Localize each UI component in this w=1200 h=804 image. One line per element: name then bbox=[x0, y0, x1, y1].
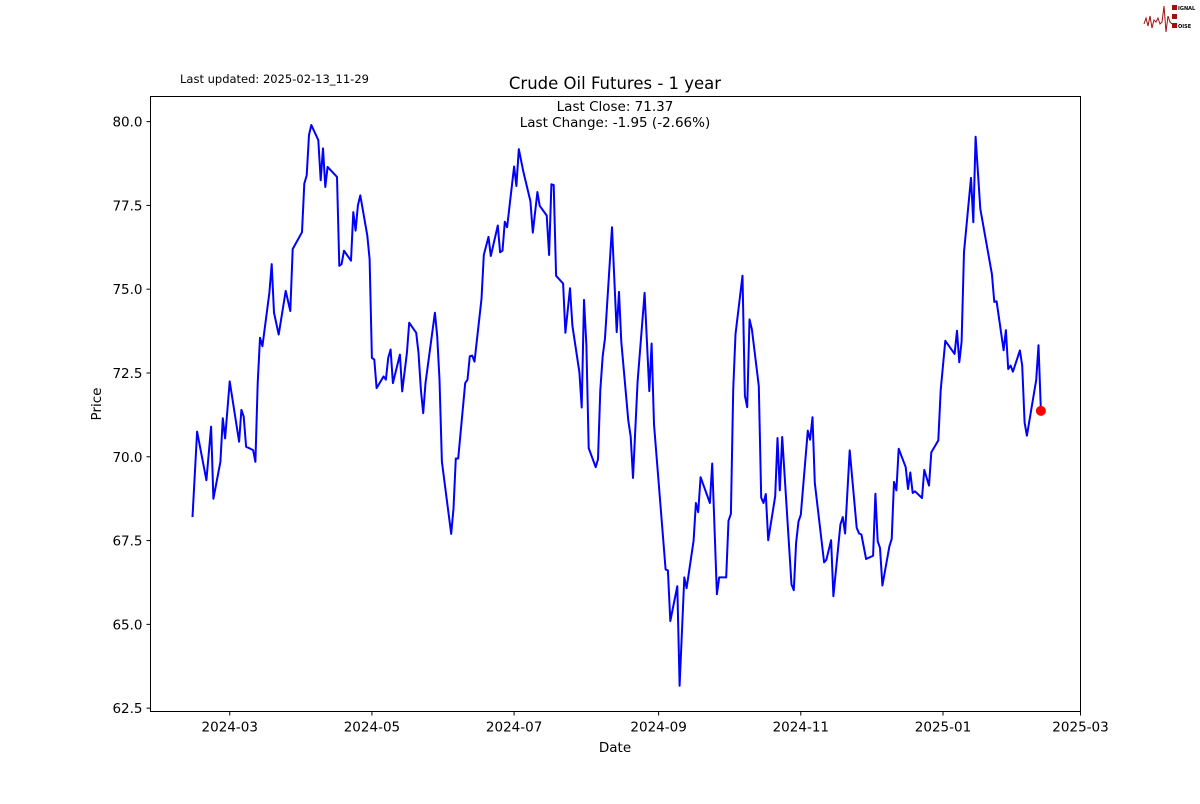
y-tick-label: 62.5 bbox=[112, 701, 142, 717]
y-tick-label: 70.0 bbox=[112, 450, 142, 466]
logo-text-signal: IGNAL bbox=[1178, 6, 1196, 12]
x-tick-label: 2024-11 bbox=[773, 720, 829, 736]
logo-box-2 bbox=[1172, 14, 1177, 19]
y-tick-label: 65.0 bbox=[112, 617, 142, 633]
x-tick-label: 2024-09 bbox=[630, 720, 686, 736]
x-tick-label: 2024-05 bbox=[344, 720, 400, 736]
last-change-annotation: Last Change: -1.95 (-2.66%) bbox=[520, 115, 710, 131]
logo-text-noise: OISE bbox=[1178, 24, 1192, 30]
y-tick-label: 75.0 bbox=[112, 282, 142, 298]
y-tick-label: 77.5 bbox=[112, 198, 142, 214]
x-tick-label: 2025-03 bbox=[1052, 720, 1108, 736]
chart-title: Crude Oil Futures - 1 year bbox=[509, 74, 721, 93]
signal-2-noise-logo: IGNAL OISE bbox=[1143, 5, 1196, 33]
y-tick-label: 80.0 bbox=[112, 115, 142, 131]
last-close-marker bbox=[1035, 405, 1046, 416]
x-tick-label: 2024-07 bbox=[486, 720, 542, 736]
y-tick-label: 72.5 bbox=[112, 366, 142, 382]
plot-frame bbox=[150, 96, 1081, 712]
x-tick-label: 2024-03 bbox=[202, 720, 258, 736]
last-updated-label: Last updated: 2025-02-13_11-29 bbox=[180, 72, 369, 86]
logo-box-n bbox=[1172, 23, 1177, 28]
y-tick-label: 67.5 bbox=[112, 534, 142, 550]
axis-ticks: 2024-03 2024-05 2024-07 2024-09 2024-11 2025-… bbox=[112, 115, 1108, 736]
logo-box-s bbox=[1172, 5, 1177, 10]
price-line bbox=[191, 124, 1042, 687]
x-axis-label: Date bbox=[599, 740, 631, 756]
logo-waveform bbox=[1143, 5, 1173, 33]
x-tick-label: 2025-01 bbox=[915, 720, 971, 736]
y-axis-label: Price bbox=[89, 388, 105, 421]
last-close-annotation: Last Close: 71.37 bbox=[557, 99, 674, 115]
